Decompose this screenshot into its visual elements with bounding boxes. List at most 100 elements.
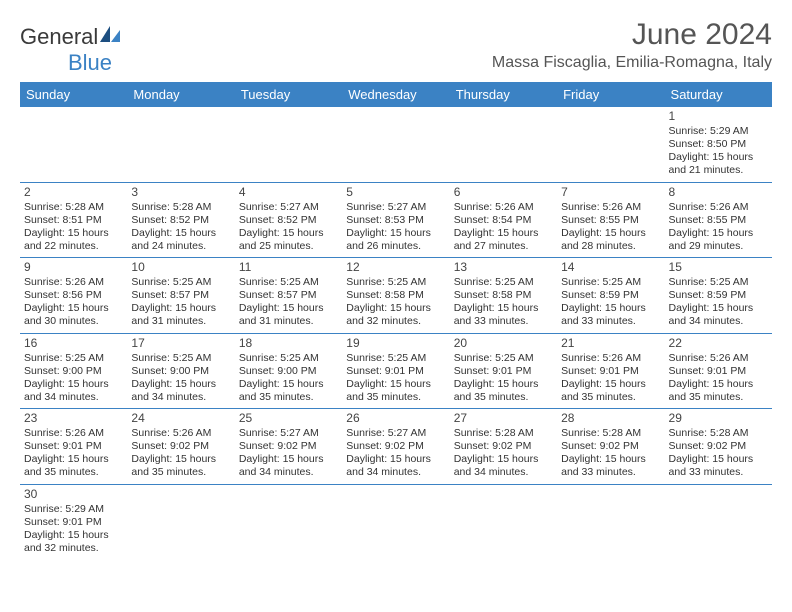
day-number: 8 (669, 185, 768, 200)
weekday-header-row: SundayMondayTuesdayWednesdayThursdayFrid… (20, 82, 772, 107)
logo-sail-icon (98, 24, 122, 50)
daylight-line: Daylight: 15 hours and 34 minutes. (346, 453, 445, 479)
sunset-line: Sunset: 8:57 PM (131, 289, 230, 302)
weekday-friday: Friday (557, 82, 664, 107)
day-number: 27 (454, 411, 553, 426)
sunset-line: Sunset: 9:01 PM (24, 440, 123, 453)
title-block: June 2024 Massa Fiscaglia, Emilia-Romagn… (492, 18, 772, 72)
sunrise-line: Sunrise: 5:25 AM (24, 352, 123, 365)
sunrise-line: Sunrise: 5:25 AM (131, 352, 230, 365)
sunrise-line: Sunrise: 5:29 AM (24, 503, 123, 516)
daylight-line: Daylight: 15 hours and 33 minutes. (669, 453, 768, 479)
sunrise-line: Sunrise: 5:25 AM (454, 276, 553, 289)
day-cell-5: 5Sunrise: 5:27 AMSunset: 8:53 PMDaylight… (342, 182, 449, 258)
daylight-line: Daylight: 15 hours and 35 minutes. (561, 378, 660, 404)
weekday-saturday: Saturday (665, 82, 772, 107)
sunrise-line: Sunrise: 5:26 AM (454, 201, 553, 214)
location: Massa Fiscaglia, Emilia-Romagna, Italy (492, 54, 772, 72)
day-cell-17: 17Sunrise: 5:25 AMSunset: 9:00 PMDayligh… (127, 333, 234, 409)
month-title: June 2024 (492, 18, 772, 52)
sunrise-line: Sunrise: 5:26 AM (24, 427, 123, 440)
calendar-row: 2Sunrise: 5:28 AMSunset: 8:51 PMDaylight… (20, 182, 772, 258)
weekday-monday: Monday (127, 82, 234, 107)
day-cell-14: 14Sunrise: 5:25 AMSunset: 8:59 PMDayligh… (557, 258, 664, 334)
sunrise-line: Sunrise: 5:27 AM (346, 427, 445, 440)
calendar-body: 1Sunrise: 5:29 AMSunset: 8:50 PMDaylight… (20, 107, 772, 559)
calendar-row: 1Sunrise: 5:29 AMSunset: 8:50 PMDaylight… (20, 107, 772, 182)
sunrise-line: Sunrise: 5:25 AM (669, 276, 768, 289)
day-number: 9 (24, 260, 123, 275)
calendar-table: SundayMondayTuesdayWednesdayThursdayFrid… (20, 82, 772, 559)
sunrise-line: Sunrise: 5:26 AM (669, 352, 768, 365)
daylight-line: Daylight: 15 hours and 34 minutes. (24, 378, 123, 404)
day-number: 30 (24, 487, 123, 502)
calendar-row: 9Sunrise: 5:26 AMSunset: 8:56 PMDaylight… (20, 258, 772, 334)
sunset-line: Sunset: 9:01 PM (561, 365, 660, 378)
sunrise-line: Sunrise: 5:26 AM (561, 201, 660, 214)
day-cell-1: 1Sunrise: 5:29 AMSunset: 8:50 PMDaylight… (665, 107, 772, 182)
sunrise-line: Sunrise: 5:25 AM (239, 352, 338, 365)
sunrise-line: Sunrise: 5:28 AM (669, 427, 768, 440)
day-number: 6 (454, 185, 553, 200)
day-number: 20 (454, 336, 553, 351)
day-number: 7 (561, 185, 660, 200)
calendar-row: 30Sunrise: 5:29 AMSunset: 9:01 PMDayligh… (20, 484, 772, 559)
daylight-line: Daylight: 15 hours and 33 minutes. (454, 302, 553, 328)
sunrise-line: Sunrise: 5:27 AM (239, 201, 338, 214)
sunrise-line: Sunrise: 5:28 AM (24, 201, 123, 214)
sunset-line: Sunset: 8:52 PM (131, 214, 230, 227)
sunset-line: Sunset: 8:55 PM (561, 214, 660, 227)
day-number: 14 (561, 260, 660, 275)
empty-cell (342, 107, 449, 182)
sunset-line: Sunset: 9:01 PM (454, 365, 553, 378)
day-number: 10 (131, 260, 230, 275)
day-number: 23 (24, 411, 123, 426)
empty-cell (127, 484, 234, 559)
day-number: 18 (239, 336, 338, 351)
day-number: 12 (346, 260, 445, 275)
daylight-line: Daylight: 15 hours and 35 minutes. (454, 378, 553, 404)
sunrise-line: Sunrise: 5:26 AM (24, 276, 123, 289)
day-cell-28: 28Sunrise: 5:28 AMSunset: 9:02 PMDayligh… (557, 409, 664, 485)
day-cell-11: 11Sunrise: 5:25 AMSunset: 8:57 PMDayligh… (235, 258, 342, 334)
sunrise-line: Sunrise: 5:25 AM (131, 276, 230, 289)
day-cell-20: 20Sunrise: 5:25 AMSunset: 9:01 PMDayligh… (450, 333, 557, 409)
sunrise-line: Sunrise: 5:28 AM (454, 427, 553, 440)
empty-cell (342, 484, 449, 559)
daylight-line: Daylight: 15 hours and 26 minutes. (346, 227, 445, 253)
empty-cell (235, 484, 342, 559)
day-cell-19: 19Sunrise: 5:25 AMSunset: 9:01 PMDayligh… (342, 333, 449, 409)
daylight-line: Daylight: 15 hours and 21 minutes. (669, 151, 768, 177)
day-cell-9: 9Sunrise: 5:26 AMSunset: 8:56 PMDaylight… (20, 258, 127, 334)
day-cell-21: 21Sunrise: 5:26 AMSunset: 9:01 PMDayligh… (557, 333, 664, 409)
sunset-line: Sunset: 9:01 PM (346, 365, 445, 378)
sunset-line: Sunset: 8:58 PM (454, 289, 553, 302)
day-number: 25 (239, 411, 338, 426)
day-cell-7: 7Sunrise: 5:26 AMSunset: 8:55 PMDaylight… (557, 182, 664, 258)
empty-cell (557, 107, 664, 182)
day-cell-12: 12Sunrise: 5:25 AMSunset: 8:58 PMDayligh… (342, 258, 449, 334)
sunrise-line: Sunrise: 5:27 AM (346, 201, 445, 214)
daylight-line: Daylight: 15 hours and 29 minutes. (669, 227, 768, 253)
day-number: 29 (669, 411, 768, 426)
daylight-line: Daylight: 15 hours and 35 minutes. (239, 378, 338, 404)
sunset-line: Sunset: 8:57 PM (239, 289, 338, 302)
sunrise-line: Sunrise: 5:28 AM (561, 427, 660, 440)
empty-cell (450, 107, 557, 182)
day-number: 16 (24, 336, 123, 351)
daylight-line: Daylight: 15 hours and 34 minutes. (131, 378, 230, 404)
daylight-line: Daylight: 15 hours and 31 minutes. (239, 302, 338, 328)
sunset-line: Sunset: 9:00 PM (239, 365, 338, 378)
sunrise-line: Sunrise: 5:25 AM (239, 276, 338, 289)
daylight-line: Daylight: 15 hours and 32 minutes. (24, 529, 123, 555)
day-cell-15: 15Sunrise: 5:25 AMSunset: 8:59 PMDayligh… (665, 258, 772, 334)
empty-cell (557, 484, 664, 559)
day-cell-26: 26Sunrise: 5:27 AMSunset: 9:02 PMDayligh… (342, 409, 449, 485)
day-cell-6: 6Sunrise: 5:26 AMSunset: 8:54 PMDaylight… (450, 182, 557, 258)
logo-part2: Blue (68, 50, 112, 75)
day-number: 1 (669, 109, 768, 124)
sunrise-line: Sunrise: 5:26 AM (669, 201, 768, 214)
day-number: 17 (131, 336, 230, 351)
logo-part1: General (20, 24, 98, 49)
sunrise-line: Sunrise: 5:29 AM (669, 125, 768, 138)
